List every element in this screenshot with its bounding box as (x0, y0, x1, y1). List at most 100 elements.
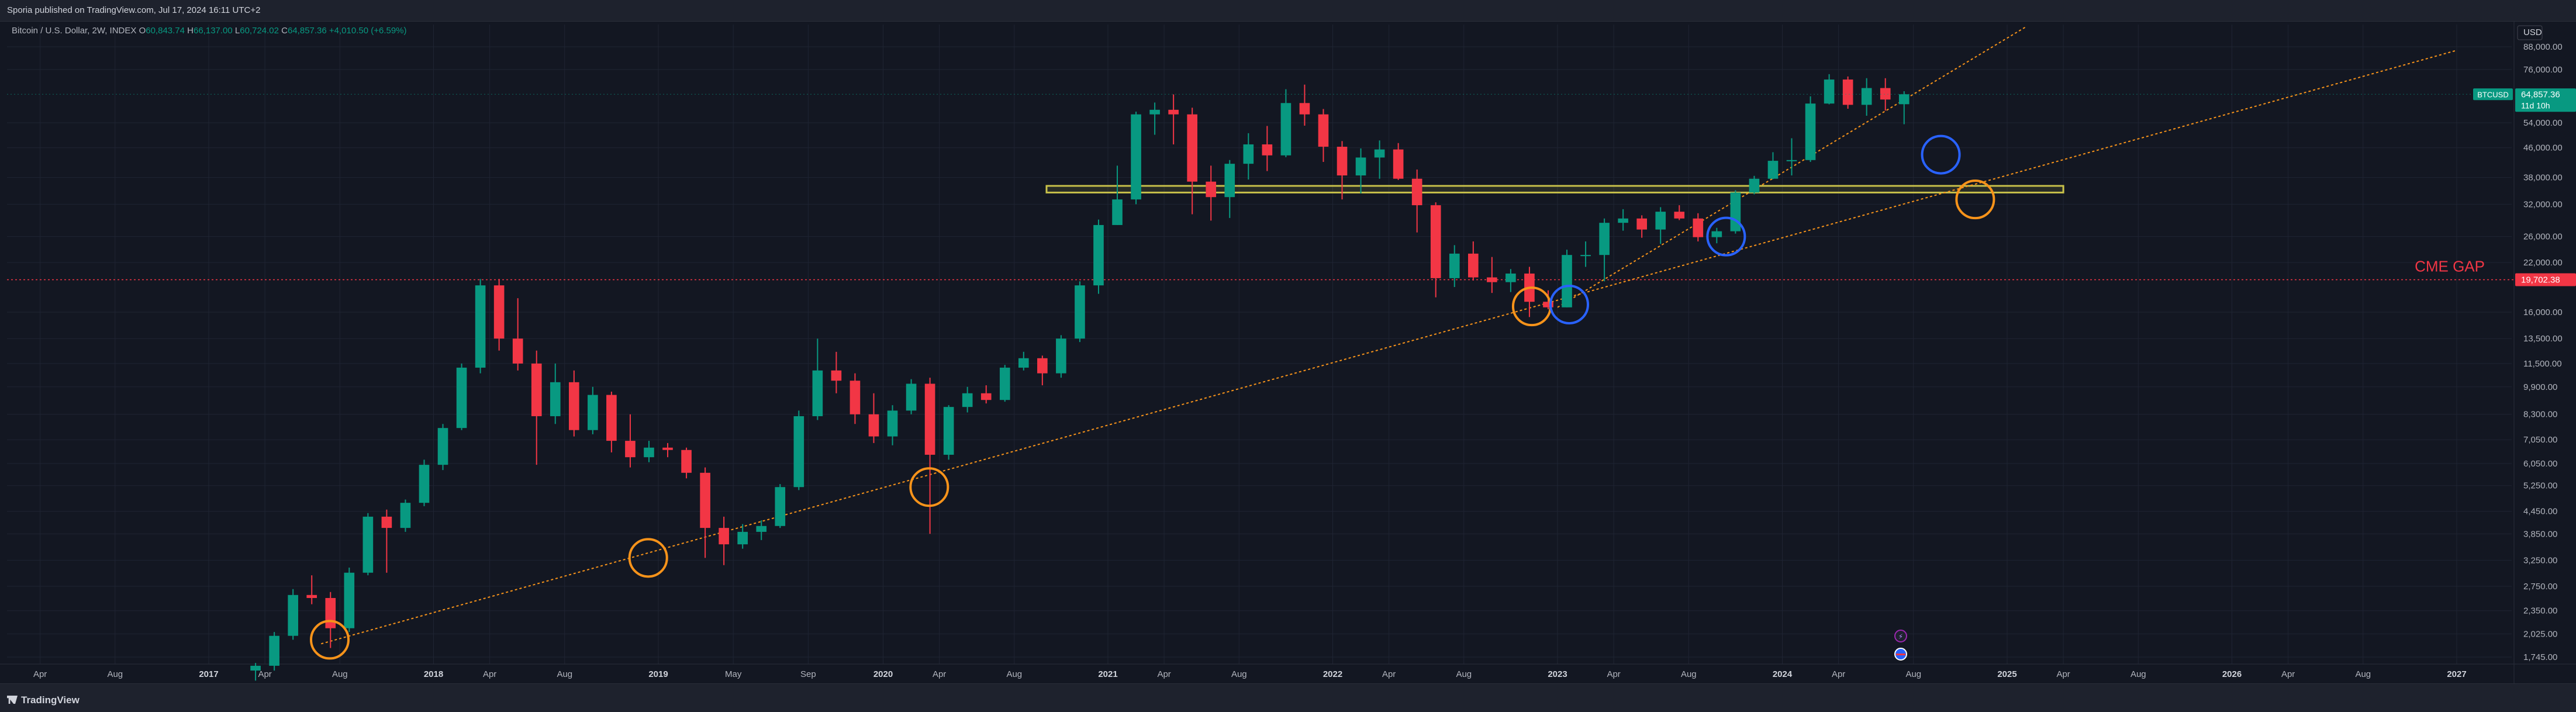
candle-body (924, 383, 935, 455)
cme-gap-label: CME GAP (2415, 258, 2485, 275)
price-tick-label: 76,000.00 (2523, 65, 2563, 75)
touch-marker-circle (909, 467, 949, 507)
candle-body (1149, 109, 1160, 115)
candle-body (737, 531, 748, 545)
event-bolt-icon: ⚡ (1898, 632, 1903, 641)
touch-marker-circle (309, 620, 350, 660)
candle-body (700, 472, 710, 528)
time-tick-label: Aug (1905, 669, 1921, 679)
candle-body (1318, 114, 1329, 147)
price-tick-label: 3,850.00 (2523, 529, 2557, 539)
price-chart[interactable]: CME GAP ⚡ USD 88,000.00 76,000.00 54,000.00… (0, 21, 2576, 684)
time-tick-label: 2027 (2447, 669, 2466, 679)
grid-lines (0, 21, 2576, 684)
candle-body (1187, 114, 1197, 182)
candle-body (943, 407, 954, 455)
candle-body (512, 338, 523, 364)
change-value: +4,010.50 (+6.59%) (329, 26, 407, 36)
candle-body (381, 516, 392, 528)
currency-label: USD (2523, 27, 2542, 37)
candle-body (1337, 147, 1348, 176)
candle-body (288, 595, 298, 636)
time-tick-label: 2021 (1098, 669, 1117, 679)
time-tick-label: 2026 (2222, 669, 2242, 679)
candle-body (1749, 178, 1760, 193)
candle-body (1280, 103, 1292, 155)
time-tick-label: Sep (800, 669, 816, 679)
candle-body (1543, 302, 1553, 307)
candle-body (1355, 157, 1366, 176)
candle-body (1842, 80, 1853, 105)
symbol-legend: Bitcoin / U.S. Dollar, 2W, INDEX O60,843… (12, 26, 407, 36)
price-tick-label: 4,450.00 (2523, 507, 2557, 517)
current-price-value: 64,857.36 (2521, 89, 2560, 99)
price-tick-label: 6,050.00 (2523, 459, 2557, 469)
candle-body (362, 516, 374, 573)
candle-body (793, 416, 804, 488)
candle-body (437, 428, 448, 465)
low-value: 60,724.02 (240, 26, 279, 36)
time-tick-label: Aug (1231, 669, 1247, 679)
candle-body (1636, 218, 1647, 230)
candle-body (1711, 231, 1722, 237)
price-tick-label: 8,300.00 (2523, 410, 2557, 420)
resistance-zone (1045, 185, 2064, 193)
candle-body (1562, 255, 1572, 307)
candle-body (1374, 149, 1385, 158)
event-icons[interactable]: ⚡ (1894, 630, 1907, 661)
touch-marker-circle (1549, 284, 1590, 324)
candle-body (1075, 285, 1085, 339)
touch-marker-circle (1706, 216, 1746, 257)
candle-body (831, 370, 842, 381)
candlesticks (250, 74, 1909, 681)
tradingview-logo[interactable]: TradingView (7, 694, 80, 706)
candle-body (269, 635, 279, 666)
time-tick-label: Apr (1607, 669, 1620, 679)
dividend-event-icon[interactable] (1894, 630, 1907, 642)
currency-box[interactable] (2517, 25, 2543, 40)
candle-body (999, 367, 1010, 400)
candle-body (719, 528, 729, 545)
price-tick-label: 46,000.00 (2523, 143, 2563, 153)
candle-body (1243, 144, 1254, 164)
bar-countdown: 11d 10h (2521, 101, 2550, 110)
candle-body (644, 447, 654, 458)
resistance-zone-fill (1047, 187, 2064, 192)
brand-name: TradingView (21, 694, 80, 706)
candle-body (1618, 218, 1628, 223)
candle-body (419, 465, 430, 503)
candle-body (868, 414, 879, 437)
open-label: O (139, 26, 146, 36)
time-tick-label: Apr (1157, 669, 1170, 679)
time-tick-label: Aug (1456, 669, 1472, 679)
touch-markers (309, 134, 1995, 660)
time-tick-label: Apr (1382, 669, 1396, 679)
high-value: 66,137.00 (194, 26, 233, 36)
candle-body (306, 595, 317, 598)
price-tick-label: 9,900.00 (2523, 382, 2557, 392)
candle-body (1505, 273, 1516, 282)
price-tick-label: 2,025.00 (2523, 629, 2557, 639)
candle-body (1411, 178, 1422, 206)
price-tick-label: 22,000.00 (2523, 258, 2563, 268)
candle-body (1093, 224, 1104, 286)
high-label: H (187, 26, 194, 36)
candle-body (1206, 181, 1217, 198)
price-tick-label: 7,050.00 (2523, 435, 2557, 445)
time-tick-label: 2018 (424, 669, 443, 679)
price-tick-label: 2,750.00 (2523, 582, 2557, 592)
candle-body (531, 363, 542, 416)
price-axis[interactable]: USD 88,000.00 76,000.00 54,000.00 46,000.00 3… (2517, 25, 2563, 662)
price-tick-label: 11,500.00 (2523, 359, 2562, 369)
time-tick-label: 2020 (873, 669, 893, 679)
candle-body (962, 393, 973, 407)
candle-body (1393, 149, 1404, 179)
price-tick-label: 13,500.00 (2523, 334, 2563, 344)
candle-body (1131, 114, 1141, 200)
candle-body (775, 487, 786, 526)
time-axis[interactable]: Apr Aug 2017 Apr Aug 2018 Apr Aug 2019 May Sep 2020… (33, 669, 2467, 679)
price-tick-label: 88,000.00 (2523, 42, 2563, 52)
candle-body (1861, 88, 1872, 105)
candle-body (906, 383, 917, 411)
time-tick-label: Apr (2281, 669, 2295, 679)
